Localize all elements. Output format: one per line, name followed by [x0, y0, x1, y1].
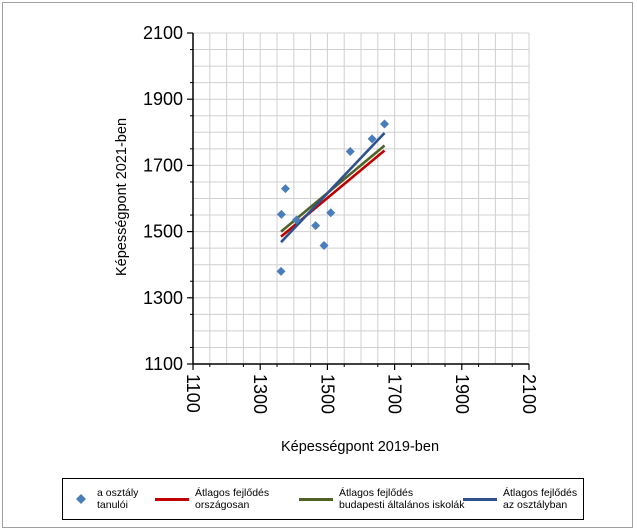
y-tick-label: 1900: [143, 89, 183, 109]
tick-labels: 1100 1300 1500 1700 1900 2100 1100 1300 1500 1700…: [143, 23, 539, 414]
legend-item-national: Átlagos fejlődés országosan: [155, 479, 269, 519]
diamond-marker-icon: [73, 494, 89, 504]
y-tick-label: 1300: [143, 288, 183, 308]
x-tick-label: 1900: [452, 374, 472, 414]
x-tick-label: 1100: [183, 374, 203, 413]
scatter-point-4: [311, 221, 321, 231]
trend-line-2: [280, 132, 386, 244]
legend-item-students: a osztály tanulói: [73, 479, 138, 519]
scatter-point-1: [276, 209, 286, 219]
x-axis-title: Képességpont 2019-ben: [281, 439, 439, 455]
legend-label-students: a osztály tanulói: [97, 487, 139, 511]
y-tick-label: 1500: [143, 222, 183, 242]
scatter-point-8: [367, 134, 377, 144]
legend: a osztály tanulói Átlagos fejlődés orszá…: [62, 478, 584, 520]
legend-item-budapest: Átlagos fejlődés budapesti általános isk…: [299, 479, 465, 519]
scatter-point-6: [326, 208, 336, 218]
y-tick-label: 1700: [143, 155, 183, 175]
scatter-points: [276, 119, 390, 276]
y-tick-label: 1100: [144, 354, 183, 374]
scatter-point-7: [345, 146, 355, 156]
grid: [192, 32, 530, 365]
x-tick-label: 1700: [385, 374, 405, 414]
red-line-icon: [155, 497, 189, 501]
blue-line-icon: [463, 497, 497, 501]
scatter-point-0: [276, 266, 286, 276]
x-tick-label: 1500: [317, 374, 337, 414]
legend-label-national: Átlagos fejlődés országosan: [195, 487, 270, 511]
green-line-icon: [299, 497, 333, 501]
axes: [187, 32, 530, 370]
x-tick-label: 2100: [519, 374, 539, 414]
legend-label-budapest: Átlagos fejlődés budapesti általános isk…: [339, 487, 465, 511]
scatter-point-5: [319, 241, 329, 251]
legend-item-class: Átlagos fejlődés az osztályban: [463, 479, 577, 519]
y-tick-label: 2100: [143, 23, 183, 43]
scatter-point-9: [380, 119, 390, 129]
legend-label-class: Átlagos fejlődés az osztályban: [503, 487, 578, 511]
y-axis-title: Képességpont 2021-ben: [114, 118, 130, 276]
scatter-point-2: [280, 184, 290, 194]
x-tick-label: 1300: [250, 374, 270, 414]
scatter-point-3: [291, 215, 301, 225]
